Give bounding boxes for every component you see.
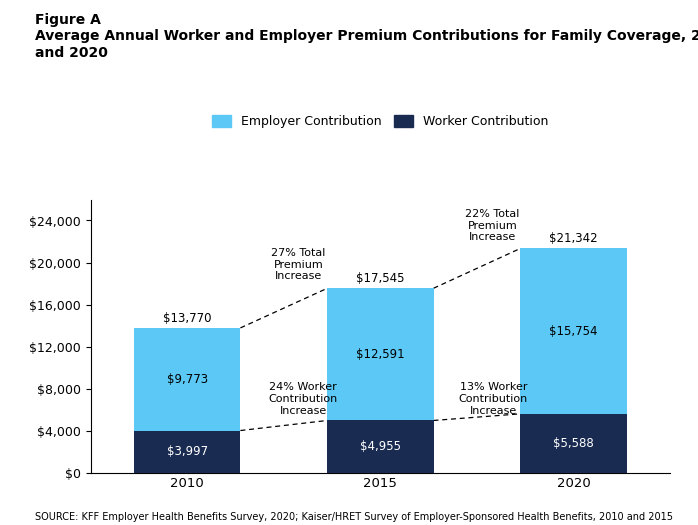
Text: 13% Worker
Contribution
Increase: 13% Worker Contribution Increase <box>459 382 528 416</box>
Bar <box>327 421 433 472</box>
Bar <box>327 288 433 421</box>
Text: $4,955: $4,955 <box>360 440 401 453</box>
Text: $15,754: $15,754 <box>549 324 597 338</box>
Text: $9,773: $9,773 <box>167 373 208 386</box>
Text: SOURCE: KFF Employer Health Benefits Survey, 2020; Kaiser/HRET Survey of Employe: SOURCE: KFF Employer Health Benefits Sur… <box>35 512 673 522</box>
Bar <box>521 248 627 414</box>
Text: Average Annual Worker and Employer Premium Contributions for Family Coverage, 20: Average Annual Worker and Employer Premi… <box>35 29 698 43</box>
Text: 27% Total
Premium
Increase: 27% Total Premium Increase <box>271 248 325 281</box>
Text: Figure A: Figure A <box>35 13 101 27</box>
Text: $13,770: $13,770 <box>163 312 211 325</box>
Text: $17,545: $17,545 <box>356 272 405 285</box>
Text: 24% Worker
Contribution
Increase: 24% Worker Contribution Increase <box>269 382 338 416</box>
Text: $12,591: $12,591 <box>356 348 405 361</box>
Text: $21,342: $21,342 <box>549 232 597 245</box>
Text: 22% Total
Premium
Increase: 22% Total Premium Increase <box>466 209 519 243</box>
Text: and 2020: and 2020 <box>35 46 107 60</box>
Text: $3,997: $3,997 <box>167 445 208 458</box>
Legend: Employer Contribution, Worker Contribution: Employer Contribution, Worker Contributi… <box>207 110 554 133</box>
Bar <box>521 414 627 473</box>
Text: $5,588: $5,588 <box>553 437 594 450</box>
Bar <box>134 328 240 430</box>
Bar <box>134 430 240 473</box>
